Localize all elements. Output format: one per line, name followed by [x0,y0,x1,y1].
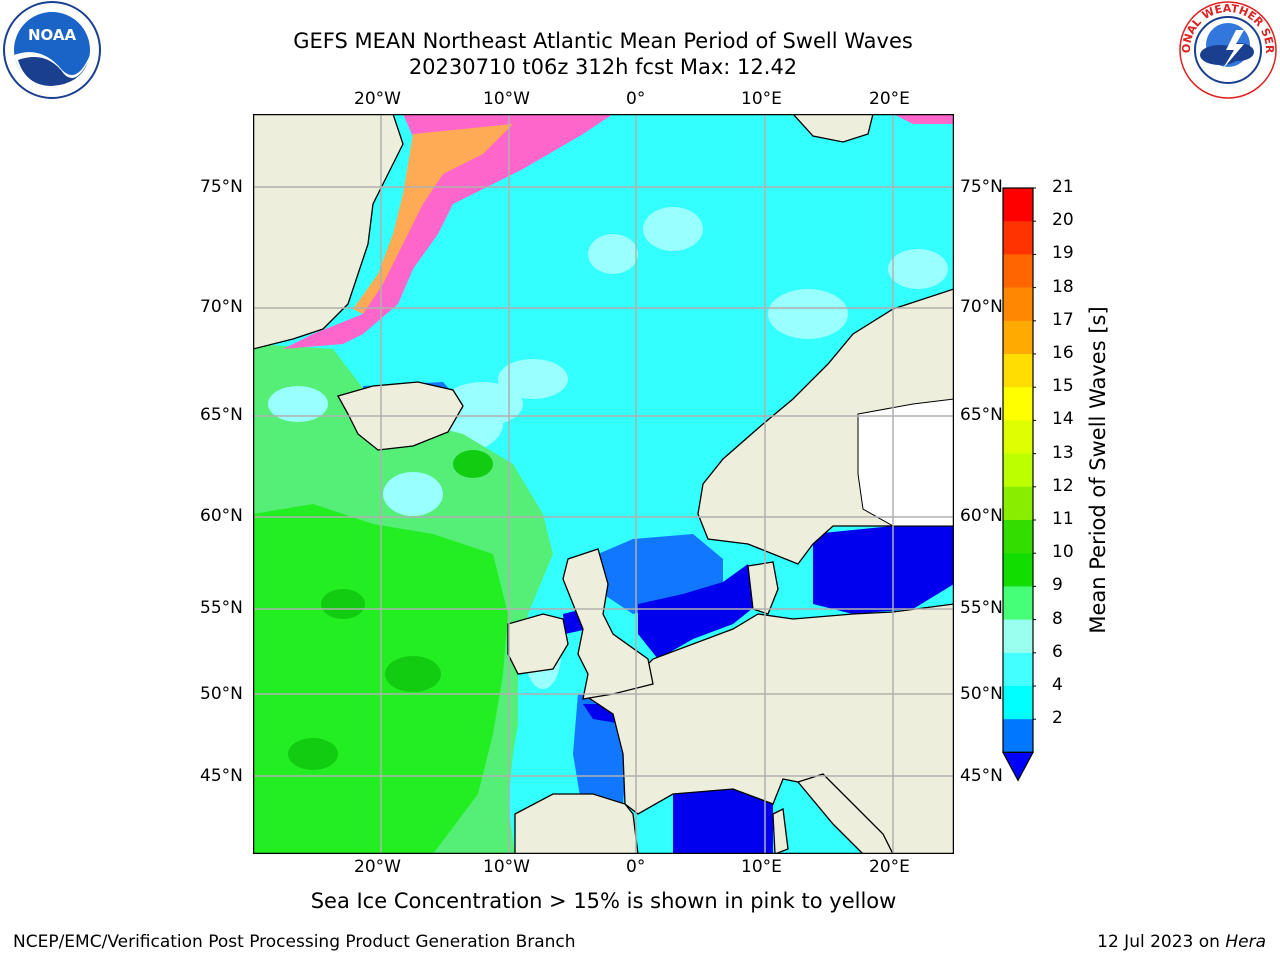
colorbar-band [1003,254,1033,289]
footer-credit: NCEP/EMC/Verification Post Processing Pr… [13,932,576,952]
lon-label-bottom-0: 0° [626,857,646,877]
lat-label-left-60n: 60°N [200,506,243,526]
lat-label-left-55n: 55°N [200,598,243,618]
colorbar-band [1003,320,1033,355]
mediterranean-blue [673,789,773,854]
colorbar-extend-triangle [1001,751,1035,782]
italy [796,773,894,854]
colorbar-band [1003,354,1033,388]
colorbar-band [1003,453,1033,488]
lat-label-right-55n: 55°N [960,598,1003,618]
colorbar-frame [1002,187,1034,754]
colorbar-tick-label: 2 [1052,708,1063,729]
colorbar-tick-label: 16 [1052,343,1074,363]
colorbar [1001,187,1036,782]
colorbar-tick-label: 9 [1052,575,1063,596]
lat-label-left-50n: 50°N [200,684,243,704]
gulf-of-bothnia [857,398,954,527]
lat-label-left-65n: 65°N [200,405,243,425]
colorbar-tick-label: 12 [1052,475,1074,496]
colorbar-band [1003,553,1033,587]
colorbar-band [1003,420,1033,455]
colorbar-band [1003,486,1033,521]
colorbar-tick-label: 11 [1052,509,1074,529]
colorbar-tick-label: 8 [1052,608,1063,629]
lat-label-left-45n: 45°N [200,766,243,786]
lat-label-right-65n: 65°N [960,405,1003,425]
colorbar-tick-label: 6 [1052,641,1063,662]
colorbar-tick-label: 10 [1052,542,1074,563]
colorbar-band [1003,686,1033,720]
map-panel [253,114,954,854]
lat-label-right-60n: 60°N [960,506,1003,526]
colorbar-band [1003,652,1033,687]
footer-date: 12 Jul 2023 on Hera [1097,932,1266,952]
lat-label-left-70n: 70°N [200,297,243,317]
lon-label-bottom-20e: 20°E [869,857,910,877]
noaa-text: NOAA [28,26,77,44]
lon-label-top-20w: 20°W [354,89,401,109]
denmark [747,561,779,615]
graticule [253,114,954,854]
noaa-logo: NOAA [2,0,102,100]
colorbar-band [1003,719,1033,753]
deepgreen-patches [288,450,493,770]
sea-ice-svalbard [893,114,954,124]
nws-logo: NATIONAL WEATHER SERVICE [1173,0,1278,100]
chart-title: GEFS MEAN Northeast Atlantic Mean Period… [293,29,913,53]
colorbar-tick-label: 21 [1052,177,1074,197]
lon-label-bottom-10e: 10°E [741,857,782,877]
biscay-shelf [573,694,628,814]
greenland [253,114,404,350]
sardinia [772,808,789,854]
lat-label-right-45n: 45°N [960,766,1003,786]
colorbar-tick-label: 15 [1052,376,1074,397]
colorbar-band [1003,387,1033,421]
lon-label-top-10e: 10°E [741,89,782,109]
colorbar-tick-label: 17 [1052,309,1074,330]
sea-ice-orange [353,124,513,314]
lon-label-bottom-10w: 10°W [483,857,530,877]
footer-date-text: 12 Jul 2023 on [1097,932,1226,952]
colorbar-tick-label: 19 [1052,243,1074,264]
colorbar-band [1003,619,1033,654]
svalbard [792,114,874,143]
colorbar-band [1003,287,1033,322]
map-frame [253,114,954,854]
lon-label-top-10w: 10°W [483,89,530,109]
lon-label-top-0: 0° [626,89,646,109]
north-sea-blue [638,564,758,659]
lat-label-right-70n: 70°N [960,297,1003,317]
colorbar-tick-label: 18 [1052,276,1074,297]
colorbar-tick-label: 4 [1052,675,1063,695]
footer-machine: Hera [1225,932,1266,952]
colorbar-band [1003,586,1033,621]
swell-period-map [253,114,954,854]
lat-label-right-50n: 50°N [960,684,1003,704]
colorbar-band [1003,520,1033,554]
lon-label-bottom-20w: 20°W [354,857,401,877]
iberia [514,793,639,854]
colorbar-band [1003,221,1033,255]
colorbar-title: Mean Period of Swell Waves [s] [1086,306,1110,634]
sea-ice-note: Sea Ice Concentration > 15% is shown in … [310,889,897,913]
lat-label-left-75n: 75°N [200,177,243,197]
lon-label-top-20e: 20°E [869,89,910,109]
colorbar-tick-label: 20 [1052,210,1074,231]
lat-label-right-75n: 75°N [960,177,1003,197]
colorbar-tick-label: 13 [1052,442,1074,463]
colorbar-band [1003,188,1033,222]
colorbar-tick-label: 14 [1052,409,1074,430]
chart-subtitle: 20230710 t06z 312h fcst Max: 12.42 [408,55,798,79]
baltic-blue [813,526,954,614]
